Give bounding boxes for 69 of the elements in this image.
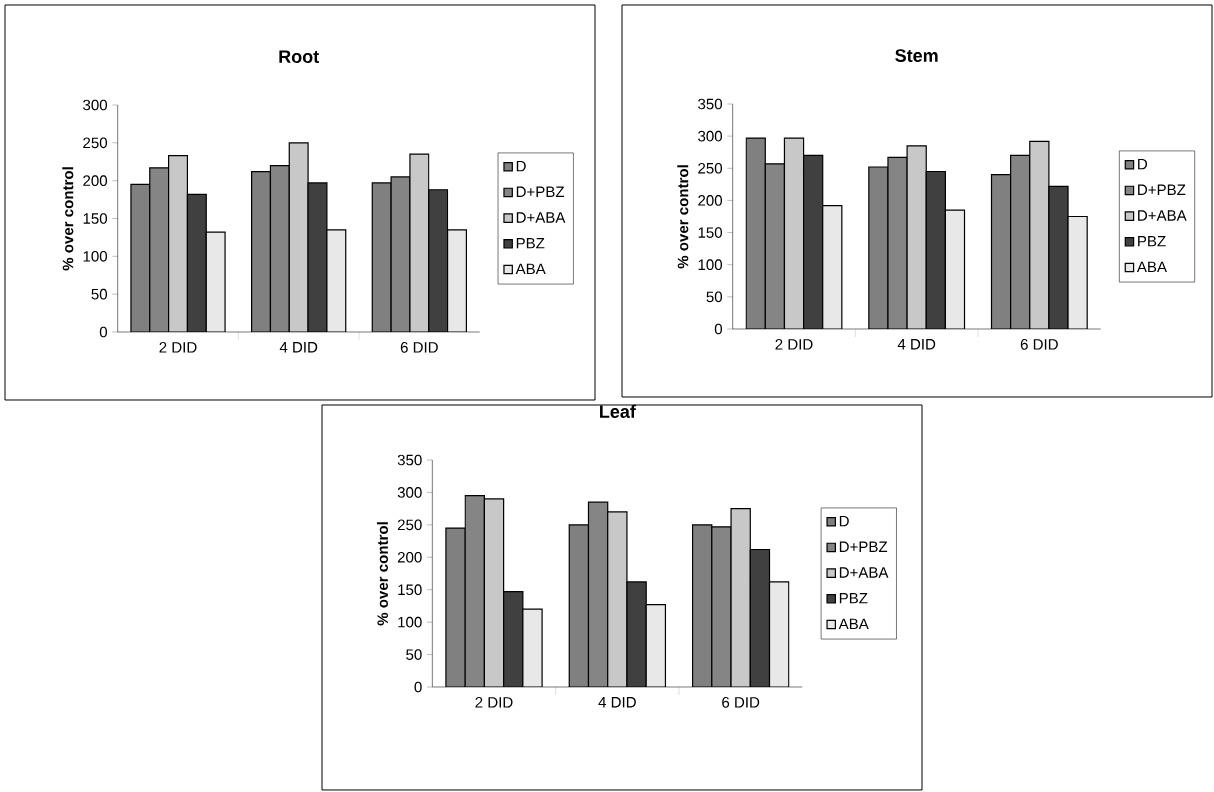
legend-label: D xyxy=(1138,158,1148,170)
y-axis-title: % over control xyxy=(677,165,689,269)
bar xyxy=(464,495,485,687)
bar xyxy=(503,591,524,687)
y-tick-label: 300 xyxy=(698,130,723,142)
legend-label: D+ABA xyxy=(839,567,889,578)
x-tick-label: 4 DID xyxy=(897,339,936,350)
y-tick-label: 50 xyxy=(406,649,422,660)
y-tick-label: 250 xyxy=(698,162,723,174)
y-tick-label: 100 xyxy=(398,616,422,628)
bar xyxy=(428,189,449,332)
y-tick-label: 200 xyxy=(397,551,422,563)
bar xyxy=(906,145,927,329)
x-tick-label: 4 DID xyxy=(279,342,318,353)
legend-label: D+PBZ xyxy=(1138,184,1186,195)
y-tick-label: 150 xyxy=(398,584,422,596)
legend-label: ABA xyxy=(1136,261,1167,273)
y-tick-label: 350 xyxy=(397,454,422,466)
y-tick-label: 0 xyxy=(99,326,108,338)
bar xyxy=(868,166,889,329)
y-axis-title: % over control xyxy=(62,167,74,271)
legend-label: D+ABA xyxy=(516,212,566,223)
x-tick-label: 2 DID xyxy=(159,342,197,353)
y-tick-label: 0 xyxy=(414,681,422,693)
bar xyxy=(483,498,505,687)
bar xyxy=(186,193,207,332)
bar xyxy=(607,511,628,687)
bar xyxy=(446,229,467,332)
x-tick-label: 6 DID xyxy=(400,342,438,353)
y-tick-label: 100 xyxy=(83,250,108,262)
y-tick-label: 100 xyxy=(698,259,723,271)
y-tick-label: 250 xyxy=(83,137,108,149)
bar xyxy=(626,581,647,687)
y-tick-label: 200 xyxy=(83,175,108,186)
chart-title: Root xyxy=(279,50,319,63)
bar xyxy=(749,548,771,687)
bar xyxy=(1029,140,1050,329)
y-tick-label: 50 xyxy=(706,291,723,303)
y-tick-label: 300 xyxy=(397,487,422,498)
y-tick-label: 350 xyxy=(698,98,723,110)
x-tick-label: 2 DID xyxy=(775,339,813,350)
bar xyxy=(783,137,805,329)
bar xyxy=(802,154,824,329)
y-tick-label: 150 xyxy=(83,213,108,224)
y-tick-label: 250 xyxy=(397,519,422,531)
legend-label: PBZ xyxy=(516,238,545,249)
legend-label: ABA xyxy=(515,263,546,275)
y-tick-label: 200 xyxy=(698,195,723,206)
x-tick-label: 6 DID xyxy=(722,697,760,708)
legend-label: ABA xyxy=(838,618,869,630)
legend-label: D+ABA xyxy=(1138,210,1187,221)
legend-label: D+PBZ xyxy=(516,186,565,197)
y-tick-label: 50 xyxy=(91,288,108,300)
legend-label: D+PBZ xyxy=(839,541,888,552)
y-tick-label: 0 xyxy=(714,323,723,335)
x-tick-label: 6 DID xyxy=(1020,339,1058,350)
y-tick-label: 150 xyxy=(698,227,723,238)
x-tick-label: 2 DID xyxy=(475,697,513,708)
legend-label: PBZ xyxy=(1138,236,1166,247)
chart-title: Leaf xyxy=(600,404,636,418)
y-axis-title: % over control xyxy=(376,522,389,626)
legend-label: D xyxy=(516,160,526,172)
bar xyxy=(925,170,946,329)
legend-label: PBZ xyxy=(839,593,868,604)
chart-title: Stem xyxy=(895,49,938,62)
bar xyxy=(730,508,751,687)
y-tick-label: 300 xyxy=(83,99,108,111)
x-tick-label: 4 DID xyxy=(598,697,636,708)
legend-label: D xyxy=(839,515,849,527)
